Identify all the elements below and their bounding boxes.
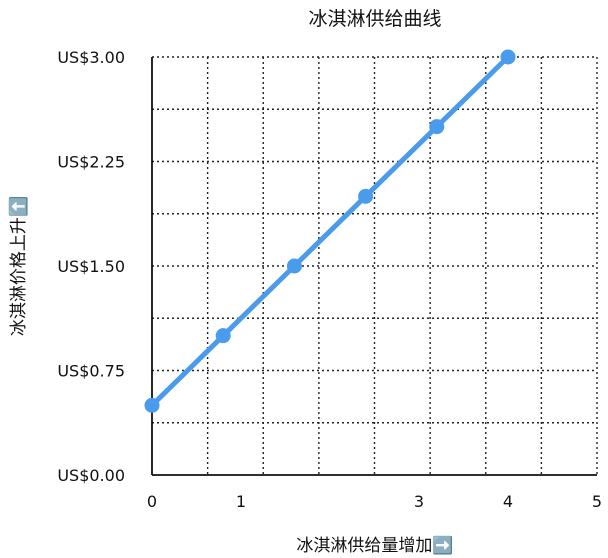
y-tick-label: US$0.00 (57, 466, 125, 485)
data-point (429, 119, 445, 135)
series-group (144, 49, 516, 413)
data-point (215, 328, 231, 344)
data-point (144, 397, 160, 413)
x-tick-label: 1 (236, 492, 246, 511)
y-tick-label: US$2.25 (57, 153, 125, 172)
y-tick-label: US$0.75 (57, 362, 125, 381)
x-tick-label: 0 (147, 492, 157, 511)
data-point (500, 49, 516, 65)
y-tick-label: US$3.00 (57, 48, 125, 67)
chart-title: 冰淇淋供给曲线 (308, 8, 441, 30)
x-axis-label: 冰淇淋供给量增加➡️ (296, 535, 453, 556)
y-axis-label: 冰淇淋价格上升⬆️ (8, 196, 29, 336)
y-tick-label: US$1.50 (57, 257, 125, 276)
data-point (286, 258, 302, 274)
x-tick-label: 3 (414, 492, 424, 511)
grid (152, 56, 598, 475)
x-tick-labels: 0 1 3 4 5 (147, 492, 602, 511)
data-point (358, 188, 374, 204)
y-tick-labels: US$0.00 US$0.75 US$1.50 US$2.25 US$3.00 (57, 48, 125, 485)
x-tick-label: 5 (592, 492, 602, 511)
series-line (149, 54, 511, 408)
x-tick-label: 4 (503, 492, 513, 511)
